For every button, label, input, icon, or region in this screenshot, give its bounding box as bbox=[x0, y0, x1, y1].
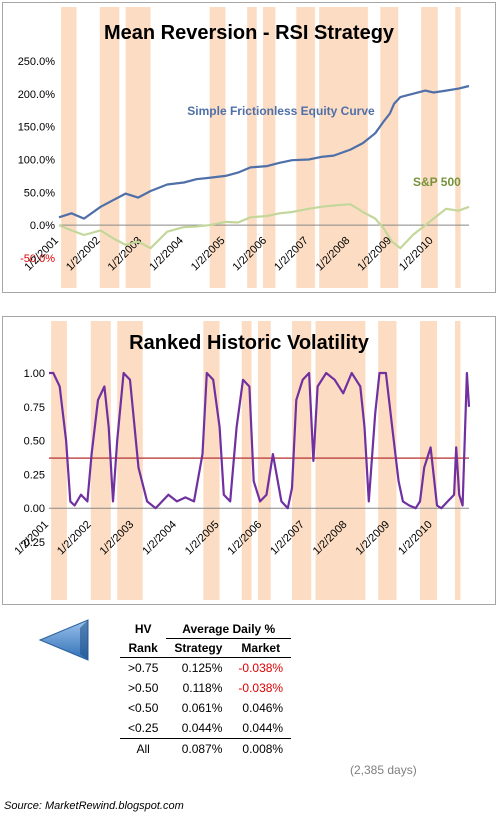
market-cell: 0.008% bbox=[242, 742, 284, 756]
source-credit: Source: MarketRewind.blogspot.com bbox=[4, 800, 184, 812]
rank-cell: <0.25 bbox=[120, 718, 167, 739]
y-tick-label: 0.50 bbox=[24, 436, 45, 448]
shaded-period bbox=[203, 321, 220, 600]
col-market-header: Market bbox=[230, 638, 292, 658]
market-cell: 0.046% bbox=[242, 701, 284, 715]
y-tick-label: 1.00 bbox=[24, 368, 45, 380]
chart-title: Ranked Historic Volatility bbox=[129, 332, 370, 354]
y-tick-label: 0.00 bbox=[24, 503, 45, 515]
strategy-cell: 0.061% bbox=[181, 701, 223, 715]
shaded-period bbox=[315, 321, 366, 600]
table-row-all: All 0.087% 0.008% bbox=[120, 739, 291, 760]
shaded-period bbox=[209, 7, 226, 288]
volatility-chart-panel: Ranked Historic Volatility -0.25 0.00 0.25… bbox=[2, 316, 496, 605]
shaded-period bbox=[61, 7, 77, 288]
x-tick-label: 1/2/2004 bbox=[140, 519, 179, 558]
strategy-annotation: Simple Frictionless Equity Curve bbox=[187, 104, 375, 118]
shaded-period bbox=[99, 7, 120, 288]
shaded-period bbox=[455, 7, 461, 288]
strategy-cell: 0.087% bbox=[181, 742, 223, 756]
shaded-period bbox=[380, 7, 399, 288]
market-cell: -0.038% bbox=[238, 661, 284, 675]
market-cell: 0.044% bbox=[230, 718, 292, 739]
table-row: >0.75 0.125% -0.038% bbox=[120, 658, 291, 679]
col-strategy-header: Strategy bbox=[166, 638, 231, 658]
rank-cell: All bbox=[136, 742, 150, 756]
chart-title: Mean Reversion - RSI Strategy bbox=[104, 22, 395, 44]
volatility-chart: Ranked Historic Volatility -0.25 0.00 0.25… bbox=[12, 321, 471, 600]
back-arrow-icon[interactable] bbox=[38, 618, 92, 662]
shaded-period bbox=[296, 7, 315, 288]
y-tick-label: -50.0% bbox=[20, 253, 55, 265]
equity-chart-panel: Mean Reversion - RSI Strategy -50.0% 0.0%… bbox=[2, 2, 496, 293]
y-tick-label: 200.0% bbox=[18, 89, 56, 101]
hv-stats-table: HV Average Daily % Rank Strategy Market … bbox=[120, 620, 292, 760]
sp500-annotation: S&P 500 bbox=[413, 175, 461, 189]
shaded-period bbox=[90, 321, 111, 600]
shaded-period bbox=[247, 7, 257, 288]
table-row: >0.50 0.118% -0.038% bbox=[120, 678, 291, 698]
shaded-period bbox=[378, 321, 397, 600]
shaded-period bbox=[262, 7, 276, 288]
group-header: Average Daily % bbox=[166, 620, 292, 639]
rank-cell: >0.50 bbox=[128, 681, 159, 695]
y-tick-label: 150.0% bbox=[18, 122, 56, 134]
days-note: (2,385 days) bbox=[350, 763, 417, 777]
strategy-cell: 0.125% bbox=[181, 661, 223, 675]
shaded-period bbox=[117, 321, 143, 600]
table-row: <0.25 0.044% 0.044% bbox=[120, 718, 292, 739]
sp500-series-line bbox=[58, 203, 470, 250]
shaded-period bbox=[51, 321, 67, 600]
rank-cell: <0.50 bbox=[128, 701, 159, 715]
strategy-series-line bbox=[58, 84, 470, 220]
shaded-period bbox=[241, 321, 252, 600]
shaded-period bbox=[419, 321, 438, 600]
col-hv-header: HV bbox=[134, 622, 152, 637]
col-rank-header: Rank bbox=[120, 638, 167, 658]
y-tick-label: 250.0% bbox=[18, 56, 56, 68]
y-tick-label: 0.75 bbox=[24, 402, 45, 414]
shaded-period bbox=[319, 7, 368, 288]
equity-chart: Mean Reversion - RSI Strategy -50.0% 0.0%… bbox=[18, 7, 470, 288]
strategy-cell: 0.044% bbox=[166, 718, 231, 739]
volatility-series-line bbox=[49, 371, 471, 510]
y-tick-label: 100.0% bbox=[18, 155, 56, 167]
table-row: <0.50 0.061% 0.046% bbox=[120, 698, 291, 718]
x-tick-label: 1/2/2001 bbox=[12, 519, 51, 558]
strategy-cell: 0.118% bbox=[182, 681, 223, 695]
x-tick-label: 1/2/2004 bbox=[147, 235, 186, 274]
y-tick-label: 50.0% bbox=[24, 187, 55, 199]
y-tick-label: 0.0% bbox=[30, 220, 55, 232]
market-cell: -0.038% bbox=[238, 681, 284, 695]
y-tick-label: 0.25 bbox=[24, 469, 45, 481]
y-tick-label: -0.25 bbox=[20, 537, 45, 549]
shaded-period bbox=[292, 321, 312, 600]
rank-cell: >0.75 bbox=[128, 661, 159, 675]
shaded-period bbox=[257, 321, 271, 600]
